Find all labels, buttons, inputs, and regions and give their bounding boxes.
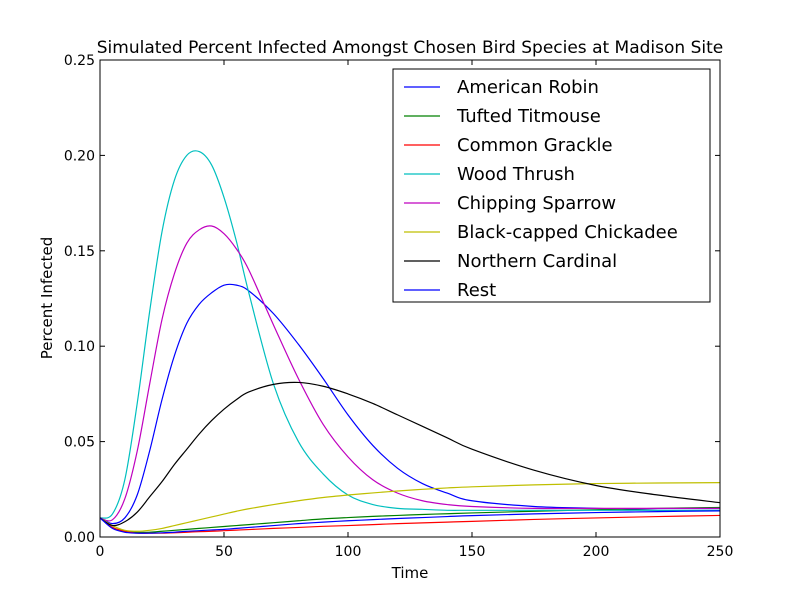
x-tick-label: 0 — [96, 544, 105, 560]
x-tick-label: 200 — [583, 544, 610, 560]
legend-label-3: Wood Thrush — [457, 164, 575, 185]
x-tick-label: 100 — [335, 544, 362, 560]
series-line-7 — [99, 510, 721, 534]
legend-label-6: Northern Cardinal — [457, 251, 617, 272]
legend-label-4: Chipping Sparrow — [457, 193, 616, 214]
y-axis-label: Percent Infected — [38, 237, 56, 360]
series-group — [99, 150, 721, 534]
legend-label-0: American Robin — [457, 77, 599, 98]
series-line-0 — [99, 283, 721, 525]
x-tick-label: 250 — [707, 544, 734, 560]
chart-title: Simulated Percent Infected Amongst Chose… — [97, 38, 723, 58]
y-tick-label: 0.05 — [64, 435, 95, 451]
legend-label-7: Rest — [457, 280, 496, 301]
plot-frame — [99, 59, 721, 538]
series-line-6 — [99, 381, 721, 527]
legend-label-2: Common Grackle — [457, 135, 613, 156]
series-line-3 — [99, 150, 720, 519]
legend-box — [392, 68, 711, 303]
series-line-1 — [99, 506, 721, 533]
x-tick-label: 150 — [459, 544, 486, 560]
legend-label-5: Black-capped Chickadee — [457, 222, 678, 243]
legend: American Robin Tufted Titmouse Common Grac… — [392, 68, 711, 303]
legend-label-1: Tufted Titmouse — [456, 106, 601, 127]
x-tick-label: 50 — [215, 544, 233, 560]
y-tick-label: 0.25 — [64, 53, 95, 69]
x-axis-label: Time — [391, 564, 429, 582]
y-tick-label: 0.20 — [64, 148, 95, 164]
y-tick-label: 0.15 — [64, 244, 95, 260]
series-line-5 — [99, 482, 721, 532]
y-tick-label: 0.10 — [64, 339, 95, 355]
series-line-4 — [99, 225, 720, 522]
y-tick-label: 0.00 — [64, 530, 95, 546]
axis-ticks: 0 50 100 150 200 250 0.00 0.05 0.10 0.15 0.20 0.25 — [64, 53, 734, 560]
